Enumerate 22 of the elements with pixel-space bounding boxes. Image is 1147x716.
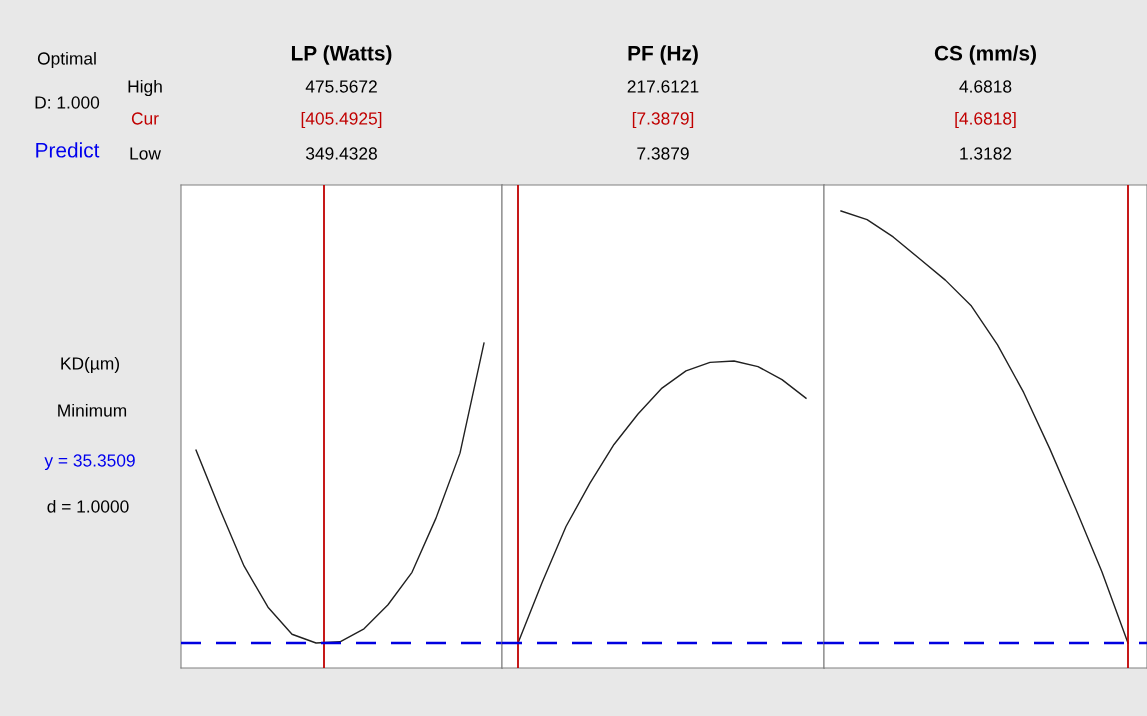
text: 349.4328 bbox=[305, 147, 377, 160]
text: [7.3879] bbox=[632, 111, 694, 129]
text: High bbox=[128, 79, 162, 97]
chart-title: PF (Hz) bbox=[628, 45, 698, 65]
text: 4.6818 bbox=[959, 80, 1012, 93]
text: 217.6121 bbox=[627, 80, 699, 93]
text: 7.3879 bbox=[637, 147, 689, 160]
text: [4.6818] bbox=[955, 111, 1016, 129]
text: 1.3182 bbox=[960, 147, 1012, 160]
text: Predict bbox=[36, 142, 100, 158]
text: Optimal bbox=[37, 51, 96, 69]
text: D: 1.000 bbox=[35, 96, 100, 109]
text: d = 1.0000 bbox=[47, 499, 129, 513]
text: [405.4925] bbox=[301, 111, 382, 129]
text: Low bbox=[130, 147, 161, 160]
text: Minimum bbox=[58, 403, 127, 417]
text: Cur bbox=[131, 112, 159, 125]
text: KD(µm) bbox=[61, 356, 119, 374]
text: y = 35.3509 bbox=[44, 454, 135, 471]
chart-title: LP (Watts) bbox=[291, 45, 392, 65]
text: 475.5672 bbox=[305, 80, 377, 93]
chart-title: CS (mm/s) bbox=[934, 45, 1036, 65]
